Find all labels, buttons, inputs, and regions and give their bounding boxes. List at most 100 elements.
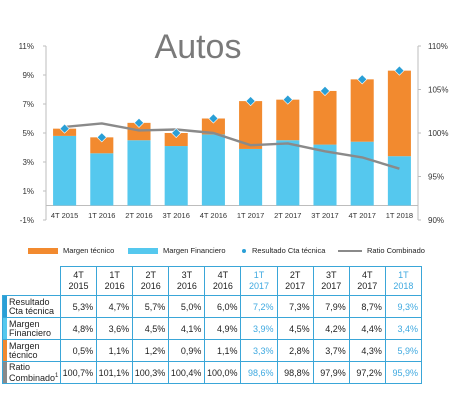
table-column-header: 4T 2015 (59, 266, 98, 296)
right-tick-label: 90% (428, 216, 444, 225)
table-cell: 5,9% (384, 339, 423, 362)
right-tick-label: 100% (428, 129, 448, 138)
table-cell: 5,0% (168, 295, 206, 318)
table-cell: 1,1% (204, 339, 242, 362)
table-cell: 4,4% (348, 317, 386, 340)
table-cell: 4,1% (168, 317, 206, 340)
line-ratio-combinado (64, 122, 400, 170)
bar-margen-tecnico (201, 118, 225, 135)
bar-margen-tecnico (276, 99, 300, 141)
x-tick-label: 1T 2017 (237, 211, 264, 220)
left-tick-label: 7% (22, 100, 34, 109)
table-cell: 1,1% (96, 339, 134, 362)
row-color-mark (3, 296, 7, 317)
table-cell: 8,7% (348, 295, 386, 318)
marker-resultado-cta-tecnica (208, 113, 219, 124)
table-cell: 4,8% (59, 317, 98, 340)
header-quarter: 3T (181, 270, 193, 280)
header-year: 2016 (176, 281, 197, 291)
right-tick-label: 105% (428, 86, 448, 95)
row-label: Resultado Cta técnica (2, 295, 61, 318)
marker-resultado-cta-tecnica (319, 85, 331, 96)
bar-margen-financiero (164, 146, 188, 206)
table-cell: 4,2% (312, 317, 350, 340)
x-tick-label: 1T 2016 (88, 211, 115, 220)
row-label-text: Ratio Combinado1 (9, 361, 59, 383)
table-cell: 2,8% (276, 339, 314, 362)
table-cell: 100,3% (132, 361, 170, 384)
table-corner (2, 266, 61, 296)
header-quarter: 1T (109, 270, 120, 280)
table-cell: 3,3% (240, 339, 278, 362)
table-cell: 5,7% (132, 295, 170, 318)
legend-swatch-margen-financiero (128, 247, 158, 254)
legend-label-resultado-cta-tecnica: Resultado Cta técnica (252, 246, 326, 255)
chart-legend: Margen técnico Margen Financiero Resulta… (0, 240, 464, 262)
table-row: Ratio Combinado1 100,7% 101,1% 100,3% 100,4%… (2, 361, 423, 384)
marker-resultado-cta-tecnica (171, 127, 182, 139)
header-quarter: 2T (145, 270, 156, 280)
footnote-marker: 1 (55, 372, 59, 379)
row-label: Margen técnico (2, 339, 61, 362)
table-row: Resultado Cta técnica 5,3% 4,7% 5,7% 5,0% 6,0… (2, 295, 423, 318)
table-cell: 3,4% (384, 317, 423, 340)
row-label-text: Margen Financiero (9, 318, 52, 338)
table-column-header: 3T 2017 (312, 266, 350, 296)
table-column-header: 4T 2017 (348, 266, 386, 296)
table-row: Margen técnico 0,5% 1,1% 1,2% 0,9% 1,1% 3,3% 2,… (2, 339, 423, 362)
row-label-text: Margen técnico (9, 340, 40, 360)
right-tick-label: 95% (428, 173, 444, 182)
left-tick-label: 11% (19, 42, 34, 51)
bar-margen-tecnico (387, 70, 411, 157)
bar-margen-financiero (313, 144, 337, 206)
row-color-mark (3, 362, 7, 383)
legend-swatch-ratio-combinado (338, 249, 362, 252)
table-cell: 3,7% (312, 339, 350, 362)
table-cell: 6,0% (204, 295, 242, 318)
left-tick-label: 5% (22, 129, 34, 138)
marker-resultado-cta-tecnica (59, 123, 70, 134)
header-year: 2017 (249, 281, 270, 291)
x-tick-label: 4T 2015 (51, 211, 78, 220)
marker-resultado-cta-tecnica (357, 74, 368, 85)
left-tick-label: 9% (22, 71, 34, 80)
marker-resultado-cta-tecnica (133, 117, 145, 128)
header-quarter: 4T (73, 270, 84, 280)
header-quarter: 4T (362, 270, 373, 280)
table-cell: 97,9% (312, 361, 350, 384)
table-cell: 4,9% (204, 317, 242, 340)
table-cell: 7,9% (312, 295, 350, 318)
marker-resultado-cta-tecnica (282, 94, 293, 105)
table-cell: 100,0% (204, 361, 242, 384)
bar-margen-tecnico (350, 79, 374, 142)
x-tick-label: 4T 2017 (349, 211, 376, 220)
x-tick-label: 3T 2016 (163, 211, 190, 220)
table-cell: 9,3% (384, 295, 423, 318)
bar-margen-tecnico (90, 137, 114, 154)
x-tick-label: 4T 2016 (200, 211, 227, 220)
header-quarter: 1T (253, 270, 265, 280)
table-row: Margen Financiero 4,8% 3,6% 4,5% 4,1% 4,9% 3,9… (2, 317, 423, 340)
table-column-header: 4T 2016 (204, 266, 242, 296)
table-column-header: 1T 2018 (384, 266, 423, 296)
data-table: 4T 2015 1T 2016 2T 2016 3T 2016 4T 2016 1T 2017 2T 20… (2, 266, 423, 384)
row-color-mark (3, 318, 7, 339)
table-cell: 5,3% (59, 295, 98, 318)
table-cell: 95,9% (384, 361, 423, 384)
table-column-header: 1T 2017 (240, 266, 278, 296)
table-cell: 3,6% (96, 317, 134, 340)
header-year: 2016 (104, 281, 125, 291)
table-column-header: 3T 2016 (168, 266, 206, 296)
bar-margen-financiero (276, 140, 300, 206)
x-tick-label: 3T 2017 (311, 211, 338, 220)
row-label: Margen Financiero (2, 317, 61, 340)
table-cell: 3,9% (240, 317, 278, 340)
header-year: 2016 (212, 281, 233, 291)
table-column-header: 2T 2016 (132, 266, 170, 296)
bar-margen-financiero (387, 156, 411, 206)
bar-margen-financiero (53, 135, 77, 206)
bar-margen-tecnico (313, 90, 337, 145)
chart: Autos -1% 1% 3% 5% 7% 9% 11% 90% 95% 100% 105% 110% 4… (19, 28, 449, 225)
legend-swatch-margen-tecnico (28, 247, 58, 254)
bar-margen-financiero (350, 141, 374, 206)
